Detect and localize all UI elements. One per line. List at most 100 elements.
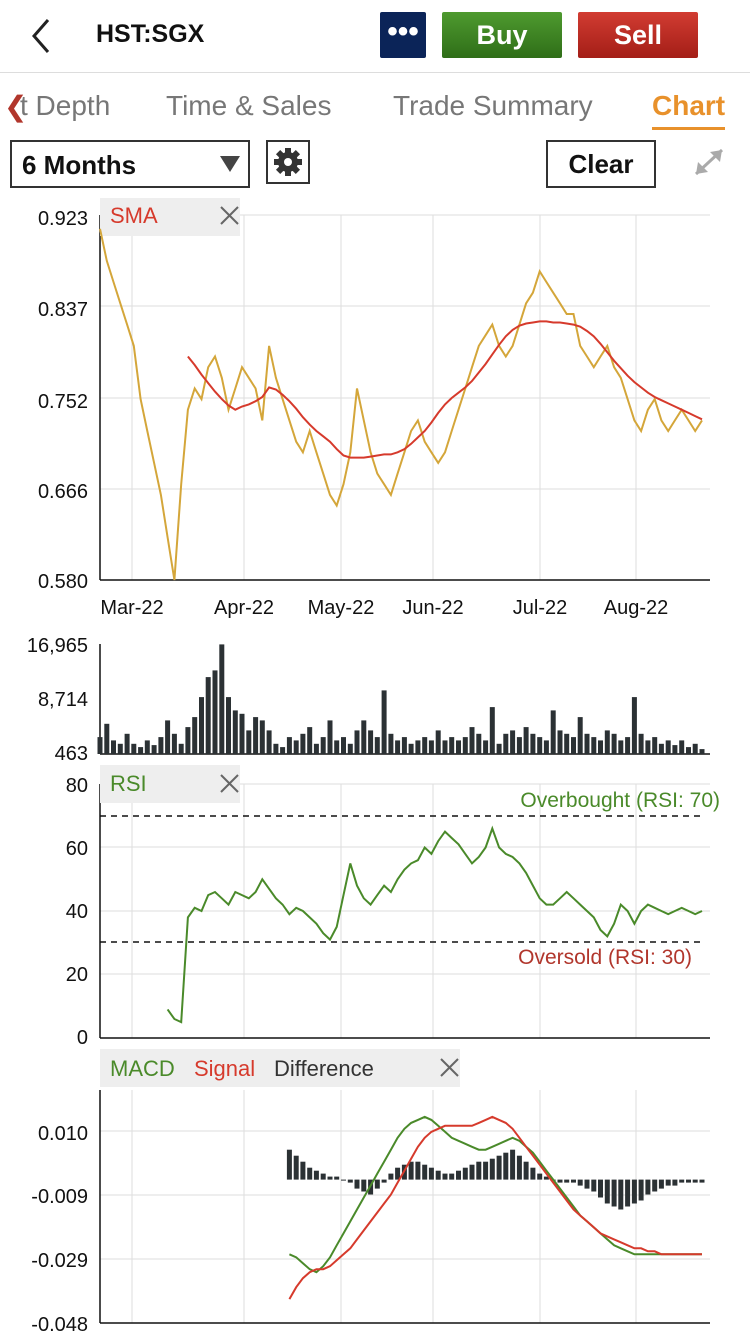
price-panel: SMA 0.923 0.837 0.752 0.666 0.580 Mar-22…: [38, 198, 710, 619]
gear-icon: [274, 148, 302, 176]
volume-bar: [239, 713, 245, 754]
volume-bar: [368, 730, 374, 754]
difference-bar: [611, 1179, 617, 1207]
volume-bar: [232, 710, 238, 754]
rsi-ytick: 80: [66, 775, 88, 797]
volume-bar: [564, 733, 570, 754]
difference-bar: [591, 1179, 597, 1192]
volume-bar: [584, 733, 590, 754]
difference-bar: [686, 1179, 691, 1183]
volume-ytick: 8,714: [38, 689, 88, 711]
tab-chart[interactable]: Chart: [652, 90, 726, 130]
difference-bar: [543, 1176, 549, 1180]
tab-time-and-sales[interactable]: Time & Sales: [166, 90, 332, 121]
volume-bar: [381, 690, 387, 754]
volume-bar: [577, 717, 583, 754]
volume-bar: [219, 644, 225, 754]
difference-bar: [537, 1173, 543, 1180]
volume-bar: [476, 733, 482, 754]
clear-button[interactable]: Clear: [546, 140, 656, 188]
difference-bar: [334, 1176, 340, 1180]
volume-bar: [178, 743, 184, 754]
more-button[interactable]: •••: [380, 12, 426, 58]
difference-bar: [469, 1164, 475, 1180]
volume-bar: [266, 730, 272, 754]
difference-bar: [503, 1152, 509, 1180]
rsi-remove-icon[interactable]: [220, 774, 239, 793]
xtick: Apr-22: [214, 597, 274, 619]
volume-bar: [354, 730, 360, 754]
price-ytick: 0.666: [38, 481, 88, 503]
settings-button[interactable]: [266, 140, 310, 184]
difference-bar: [557, 1179, 563, 1183]
volume-bar: [591, 737, 597, 754]
volume-bar: [638, 733, 644, 754]
volume-bar: [388, 733, 394, 754]
volume-bar: [205, 677, 211, 754]
xtick: Mar-22: [100, 597, 163, 619]
volume-bar: [543, 740, 549, 754]
difference-bar: [530, 1167, 536, 1180]
difference-bar: [415, 1161, 421, 1180]
volume-bar: [503, 733, 509, 754]
macd-legend-label: MACD: [110, 1056, 175, 1081]
rsi-panel: RSI Overbought (RSI: 70) Oversold (RSI: …: [66, 765, 720, 1049]
volume-bar: [293, 740, 299, 754]
sma-remove-icon[interactable]: [220, 206, 239, 225]
difference-bar: [341, 1179, 346, 1181]
volume-bar: [449, 737, 455, 754]
volume-bar: [510, 730, 516, 754]
xtick: Jun-22: [402, 597, 463, 619]
volume-bar: [151, 745, 157, 754]
difference-bar: [428, 1167, 434, 1180]
difference-bar: [395, 1167, 401, 1180]
difference-bar: [625, 1179, 631, 1207]
difference-bar: [286, 1149, 292, 1180]
difference-bar: [422, 1164, 428, 1180]
volume-bar: [158, 737, 164, 754]
volume-bar: [117, 743, 123, 754]
difference-bar: [510, 1149, 516, 1180]
macd-ytick: -0.048: [31, 1314, 88, 1334]
volume-bar: [212, 670, 218, 754]
sell-button[interactable]: Sell: [578, 12, 698, 58]
macd-remove-icon[interactable]: [440, 1058, 459, 1077]
tab-trade-summary[interactable]: Trade Summary: [393, 90, 593, 121]
expand-icon[interactable]: [690, 144, 728, 180]
difference-bar: [564, 1179, 570, 1183]
volume-bar: [483, 740, 489, 754]
volume-bar: [530, 733, 536, 754]
volume-bar: [313, 743, 319, 754]
volume-bar: [611, 733, 617, 754]
price-ytick: 0.580: [38, 571, 88, 593]
dropdown-caret-icon: [220, 156, 240, 172]
difference-bar: [293, 1155, 299, 1180]
buy-button[interactable]: Buy: [442, 12, 562, 58]
volume-bar: [469, 727, 475, 754]
volume-bar: [456, 740, 461, 754]
volume-panel: 16,965 8,714 463: [27, 635, 710, 765]
xtick: Jul-22: [513, 597, 567, 619]
volume-bar: [300, 733, 306, 754]
volume-bar: [625, 737, 631, 754]
difference-bar: [449, 1173, 455, 1180]
difference-bar: [496, 1155, 502, 1180]
difference-bar: [652, 1179, 658, 1192]
back-chevron-icon[interactable]: [22, 14, 62, 58]
volume-bar: [435, 730, 441, 754]
volume-bar: [658, 743, 664, 754]
rsi-ytick: 60: [66, 838, 88, 860]
volume-bar: [462, 737, 468, 754]
signal-legend-label: Signal: [194, 1056, 255, 1081]
rsi-legend-box: [100, 765, 240, 803]
difference-bar: [699, 1179, 705, 1183]
tab-market-depth[interactable]: t Depth: [20, 90, 111, 121]
range-select[interactable]: 6 Months: [10, 140, 250, 188]
difference-bar: [604, 1179, 610, 1204]
volume-bar: [259, 720, 265, 754]
volume-bar: [144, 740, 150, 754]
tab-scroll-left-icon[interactable]: ❮: [4, 91, 28, 122]
oversold-label: Oversold (RSI: 30): [518, 946, 692, 969]
difference-bar: [476, 1161, 482, 1180]
